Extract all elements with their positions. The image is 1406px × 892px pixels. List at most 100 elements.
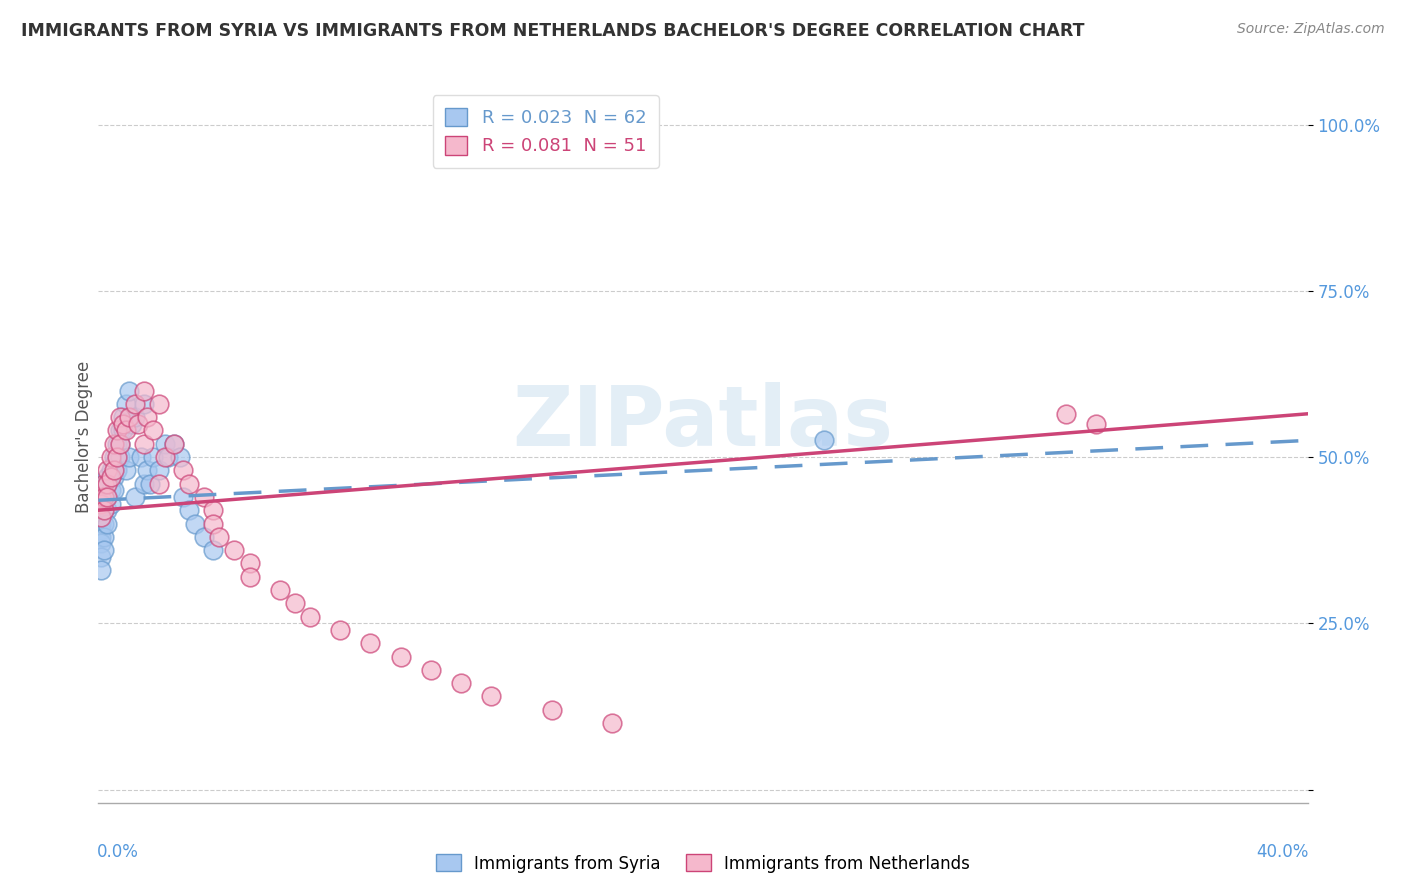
- Point: [103, 436, 125, 450]
- Point: [90, 509, 112, 524]
- Point: [239, 557, 262, 571]
- Point: [96, 490, 118, 504]
- Point: [103, 470, 125, 484]
- Point: [96, 463, 118, 477]
- Point: [124, 410, 146, 425]
- Point: [193, 490, 215, 504]
- Point: [100, 450, 122, 464]
- Point: [163, 436, 186, 450]
- Point: [132, 397, 155, 411]
- Point: [103, 483, 125, 498]
- Point: [360, 636, 382, 650]
- Point: [142, 424, 165, 438]
- Point: [208, 530, 231, 544]
- Point: [90, 503, 112, 517]
- Point: [100, 470, 122, 484]
- Point: [96, 516, 118, 531]
- Point: [202, 543, 225, 558]
- Point: [90, 490, 112, 504]
- Point: [172, 490, 194, 504]
- Point: [269, 582, 291, 597]
- Point: [118, 384, 141, 398]
- Point: [93, 503, 115, 517]
- Point: [103, 457, 125, 471]
- Point: [90, 563, 112, 577]
- Point: [108, 424, 131, 438]
- Point: [96, 476, 118, 491]
- Point: [111, 424, 134, 438]
- Point: [108, 436, 131, 450]
- Point: [139, 476, 162, 491]
- Y-axis label: Bachelor's Degree: Bachelor's Degree: [75, 361, 93, 513]
- Text: 40.0%: 40.0%: [1257, 843, 1309, 861]
- Point: [96, 470, 118, 484]
- Point: [108, 436, 131, 450]
- Point: [96, 476, 118, 491]
- Point: [132, 384, 155, 398]
- Point: [1085, 417, 1108, 431]
- Point: [90, 497, 112, 511]
- Text: Source: ZipAtlas.com: Source: ZipAtlas.com: [1237, 22, 1385, 37]
- Point: [100, 463, 122, 477]
- Point: [135, 410, 157, 425]
- Point: [90, 516, 112, 531]
- Point: [239, 570, 262, 584]
- Legend: Immigrants from Syria, Immigrants from Netherlands: Immigrants from Syria, Immigrants from N…: [429, 847, 977, 880]
- Point: [179, 476, 201, 491]
- Point: [100, 483, 122, 498]
- Point: [1054, 407, 1077, 421]
- Point: [90, 497, 112, 511]
- Point: [114, 397, 136, 411]
- Point: [103, 450, 125, 464]
- Point: [100, 497, 122, 511]
- Point: [184, 516, 207, 531]
- Point: [93, 516, 115, 531]
- Point: [105, 424, 128, 438]
- Legend: R = 0.023  N = 62, R = 0.081  N = 51: R = 0.023 N = 62, R = 0.081 N = 51: [433, 95, 659, 168]
- Point: [100, 470, 122, 484]
- Point: [93, 483, 115, 498]
- Point: [420, 663, 443, 677]
- Point: [111, 410, 134, 425]
- Text: 0.0%: 0.0%: [97, 843, 139, 861]
- Point: [105, 436, 128, 450]
- Point: [114, 424, 136, 438]
- Point: [540, 703, 562, 717]
- Point: [813, 434, 835, 448]
- Point: [148, 463, 170, 477]
- Point: [329, 623, 352, 637]
- Point: [135, 463, 157, 477]
- Point: [114, 463, 136, 477]
- Point: [118, 410, 141, 425]
- Point: [93, 490, 115, 504]
- Point: [90, 523, 112, 537]
- Point: [148, 476, 170, 491]
- Point: [90, 530, 112, 544]
- Point: [153, 436, 176, 450]
- Point: [111, 417, 134, 431]
- Point: [118, 450, 141, 464]
- Point: [93, 530, 115, 544]
- Point: [284, 596, 307, 610]
- Point: [202, 503, 225, 517]
- Point: [124, 397, 146, 411]
- Point: [163, 436, 186, 450]
- Point: [90, 490, 112, 504]
- Point: [299, 609, 322, 624]
- Text: ZIPatlas: ZIPatlas: [513, 382, 893, 463]
- Point: [108, 450, 131, 464]
- Point: [96, 503, 118, 517]
- Point: [90, 549, 112, 564]
- Point: [103, 463, 125, 477]
- Point: [121, 417, 143, 431]
- Point: [93, 503, 115, 517]
- Point: [142, 450, 165, 464]
- Point: [450, 676, 472, 690]
- Point: [193, 530, 215, 544]
- Point: [156, 450, 179, 464]
- Point: [129, 450, 152, 464]
- Point: [96, 490, 118, 504]
- Point: [179, 503, 201, 517]
- Point: [90, 536, 112, 550]
- Text: IMMIGRANTS FROM SYRIA VS IMMIGRANTS FROM NETHERLANDS BACHELOR'S DEGREE CORRELATI: IMMIGRANTS FROM SYRIA VS IMMIGRANTS FROM…: [21, 22, 1084, 40]
